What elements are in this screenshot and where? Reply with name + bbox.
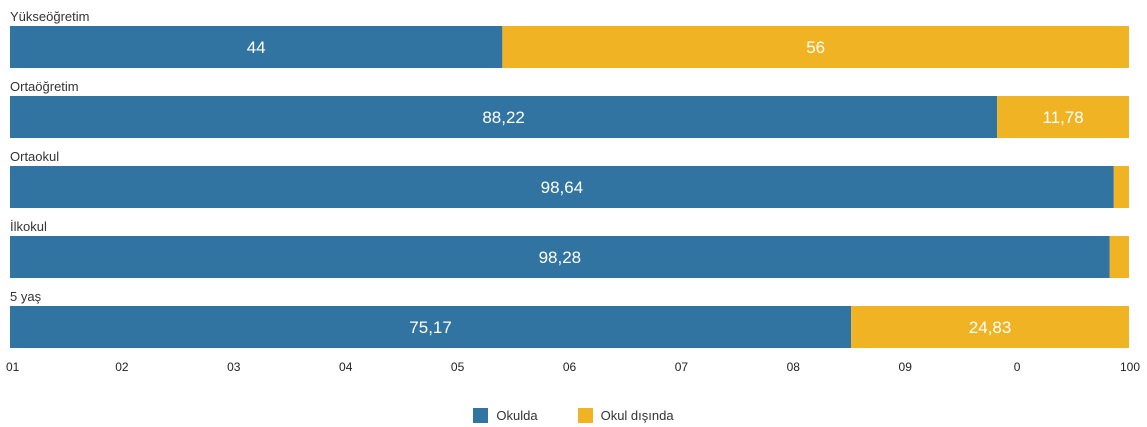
x-tick-label-4: 05	[451, 360, 465, 374]
x-tick-label-5: 06	[563, 360, 577, 374]
bar-okulda-ortaokul[interactable]	[10, 166, 1114, 208]
x-axis-ticks: 01 02 03 04 05 06 07 08 09 0 100	[6, 360, 1140, 374]
data-label-okulda-yukseogretim: 44	[247, 38, 266, 57]
x-tick-label-7: 08	[787, 360, 801, 374]
data-label-okul-disinda-5-yas: 24,83	[969, 318, 1012, 337]
data-label-okulda-ilkokul: 98,28	[539, 248, 582, 267]
bar-okulda-yukseogretim[interactable]	[10, 26, 503, 68]
legend-label-okulda: Okulda	[496, 408, 538, 423]
legend-label-okul-disinda: Okul dışında	[600, 408, 674, 423]
bar-okulda-ilkokul[interactable]	[10, 236, 1110, 278]
x-tick-label-10: 100	[1120, 360, 1140, 374]
bar-okul-disinda-yukseogretim[interactable]	[502, 26, 1129, 68]
data-label-okulda-ortaokul: 98,64	[541, 178, 584, 197]
category-label-yukseogretim: Yükseöğretim	[10, 9, 89, 24]
x-tick-label-3: 04	[339, 360, 353, 374]
data-label-okul-disinda-ortaogretim: 11,78	[1042, 108, 1083, 127]
legend: Okulda Okul dışında	[0, 408, 1147, 423]
legend-swatch-okul-disinda	[577, 408, 593, 423]
x-tick-label-6: 07	[675, 360, 689, 374]
x-tick-label-0: 01	[6, 360, 20, 374]
stacked-bar-chart: Yükseöğretim 44 56 Ortaöğretim 88,22 11,78 Ort…	[6, 9, 1140, 374]
data-label-okul-disinda-yukseogretim: 56	[806, 38, 825, 57]
data-label-okulda-5-yas: 75,17	[409, 318, 452, 337]
bars-group: Yükseöğretim 44 56 Ortaöğretim 88,22 11,78 Ort…	[10, 9, 1129, 348]
bar-okul-disinda-5-yas[interactable]	[851, 306, 1129, 348]
legend-item-okulda[interactable]: Okulda	[473, 408, 538, 423]
legend-item-okul-disinda[interactable]: Okul dışında	[577, 408, 674, 423]
x-tick-label-8: 09	[899, 360, 913, 374]
x-tick-label-1: 02	[115, 360, 129, 374]
data-label-okulda-ortaogretim: 88,22	[482, 108, 525, 127]
category-label-ilkokul: İlkokul	[10, 219, 47, 234]
bar-okulda-ortaogretim[interactable]	[10, 96, 998, 138]
x-tick-label-9: 0	[1014, 360, 1021, 374]
bar-okulda-5-yas[interactable]	[10, 306, 852, 348]
category-label-ortaokul: Ortaokul	[10, 149, 59, 164]
category-label-ortaogretim: Ortaöğretim	[10, 79, 79, 94]
bar-okul-disinda-ilkokul[interactable]	[1109, 236, 1129, 278]
bar-okul-disinda-ortaogretim[interactable]	[997, 96, 1129, 138]
x-tick-label-2: 03	[227, 360, 241, 374]
legend-swatch-okulda	[473, 408, 489, 423]
category-label-5-yas: 5 yaş	[10, 289, 42, 304]
bar-okul-disinda-ortaokul[interactable]	[1113, 166, 1129, 208]
